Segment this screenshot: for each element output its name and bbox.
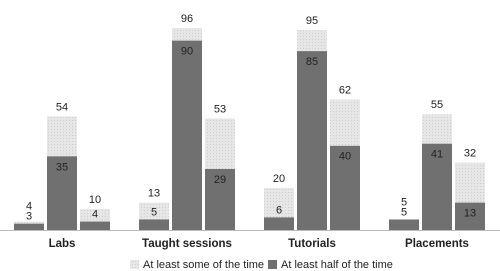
category-label: Labs xyxy=(49,238,76,250)
value-label: 41 xyxy=(431,149,443,161)
category-label: Tutorials xyxy=(288,238,336,250)
bar xyxy=(47,156,77,230)
bar xyxy=(455,202,485,230)
value-label: 3 xyxy=(26,211,32,223)
value-label: 4 xyxy=(26,201,32,213)
value-label: 4 xyxy=(92,208,98,220)
value-label: 90 xyxy=(181,46,193,58)
bar xyxy=(14,223,44,230)
value-label: 53 xyxy=(214,103,226,115)
legend-label: At least half of the time xyxy=(281,259,393,271)
bar xyxy=(80,221,110,230)
bar xyxy=(297,51,327,231)
bar xyxy=(172,40,202,230)
value-label: 6 xyxy=(276,204,282,216)
value-label: 55 xyxy=(431,99,443,111)
value-label: 13 xyxy=(464,208,476,220)
value-label: 62 xyxy=(339,84,351,96)
legend-swatch xyxy=(268,260,277,269)
value-label: 95 xyxy=(306,15,318,27)
value-label: 85 xyxy=(306,56,318,68)
category-label: Taught sessions xyxy=(142,238,232,250)
value-label: 10 xyxy=(89,194,101,206)
value-label: 29 xyxy=(214,174,226,186)
value-label: 54 xyxy=(56,101,68,113)
value-label: 40 xyxy=(339,151,351,163)
value-label: 13 xyxy=(148,188,160,200)
bar xyxy=(422,143,452,230)
bar xyxy=(205,168,235,230)
value-label: 32 xyxy=(464,148,476,160)
value-label: 96 xyxy=(181,13,193,25)
legend-label: At least some of the time xyxy=(143,259,264,271)
value-label: 5 xyxy=(151,206,157,218)
bar xyxy=(330,145,360,230)
value-label: 35 xyxy=(56,161,68,173)
category-label: Placements xyxy=(405,238,469,250)
value-label: 5 xyxy=(401,196,407,208)
value-label: 20 xyxy=(273,173,285,185)
legend-swatch xyxy=(130,260,139,269)
bar xyxy=(139,219,169,230)
value-label: 5 xyxy=(401,206,407,218)
bar xyxy=(389,219,419,230)
bar xyxy=(264,217,294,230)
